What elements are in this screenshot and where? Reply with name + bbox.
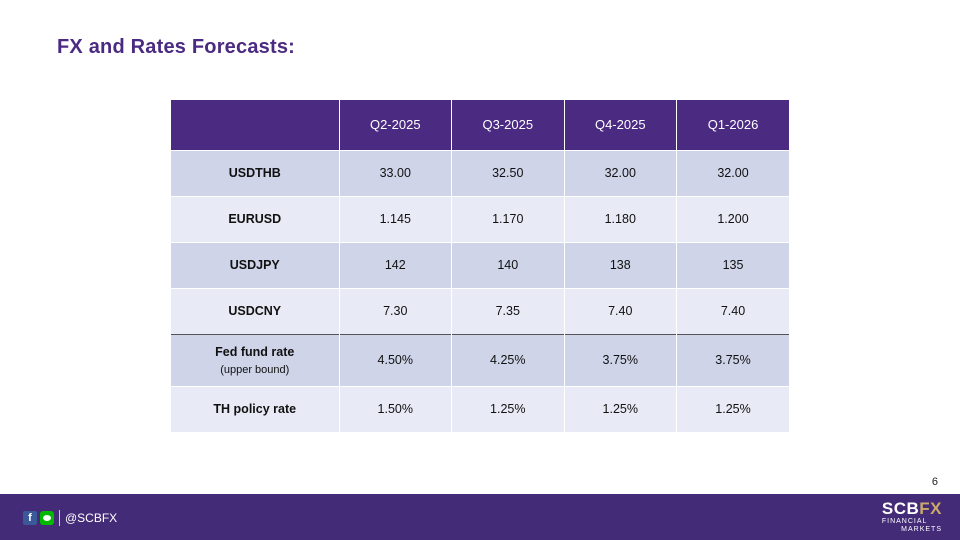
table-cell: 33.00 [339,149,452,196]
scbfx-logo: SCBFX FINANCIAL MARKETS [882,500,942,534]
logo-wordmark: SCBFX [882,500,942,518]
table-cell: 7.30 [339,287,452,334]
header-cell-empty [171,100,340,150]
table-cell: 1.200 [676,195,789,242]
table-cell: 1.25% [451,385,565,432]
table-row: USDJPY 142 140 138 135 [171,241,789,288]
header-cell-q3-2025: Q3-2025 [451,100,565,150]
facebook-icon[interactable]: f [23,511,37,525]
row-label: EURUSD [171,195,340,242]
logo-line1: FINANCIAL [881,518,928,525]
table-cell: 135 [676,241,789,288]
footer-divider [59,510,60,526]
table-cell: 4.50% [339,333,452,386]
table-cell: 1.25% [564,385,677,432]
table-row: TH policy rate 1.50% 1.25% 1.25% 1.25% [171,385,789,432]
row-label: Fed fund rate (upper bound) [171,333,340,386]
table-cell: 1.50% [339,385,452,432]
table-cell: 32.00 [676,149,789,196]
row-label-main: Fed fund rate [215,344,295,359]
header-cell-q4-2025: Q4-2025 [564,100,677,150]
row-label: USDTHB [171,149,340,196]
header-cell-q1-2026: Q1-2026 [676,100,789,150]
logo-fx: FX [919,499,942,518]
row-label-sub: (upper bound) [220,363,290,376]
table-cell: 138 [564,241,677,288]
table-cell: 1.180 [564,195,677,242]
forecast-table: Q2-2025 Q3-2025 Q4-2025 Q1-2026 USDTHB 3… [171,100,789,432]
table-cell: 4.25% [451,333,565,386]
logo-line2: MARKETS [901,526,942,533]
table-row: USDCNY 7.30 7.35 7.40 7.40 [171,287,789,334]
table-cell: 32.00 [564,149,677,196]
table-cell: 3.75% [564,333,677,386]
page-number: 6 [931,476,938,488]
table-row: Fed fund rate (upper bound) 4.50% 4.25% … [171,333,789,386]
footer-bar: f @SCBFX SCBFX FINANCIAL MARKETS [0,494,960,540]
header-cell-q2-2025: Q2-2025 [339,100,452,150]
row-label: USDJPY [171,241,340,288]
row-label: TH policy rate [171,385,340,432]
table-cell: 7.40 [676,287,789,334]
page-title: FX and Rates Forecasts: [57,36,296,58]
social-handle[interactable]: @SCBFX [65,511,118,525]
table-cell: 1.145 [339,195,452,242]
table-cell: 7.40 [564,287,677,334]
line-icon[interactable] [40,511,54,525]
logo-scb: SCB [881,499,920,518]
table-cell: 32.50 [451,149,565,196]
table-cell: 140 [451,241,565,288]
table-cell: 142 [339,241,452,288]
table-row: USDTHB 33.00 32.50 32.00 32.00 [171,149,789,196]
table-cell: 7.35 [451,287,565,334]
table-cell: 1.25% [676,385,789,432]
table-cell: 3.75% [676,333,789,386]
table-cell: 1.170 [451,195,565,242]
table-row: EURUSD 1.145 1.170 1.180 1.200 [171,195,789,242]
social-links: f @SCBFX [23,510,117,526]
table-header-row: Q2-2025 Q3-2025 Q4-2025 Q1-2026 [171,100,789,150]
row-label: USDCNY [171,287,340,334]
